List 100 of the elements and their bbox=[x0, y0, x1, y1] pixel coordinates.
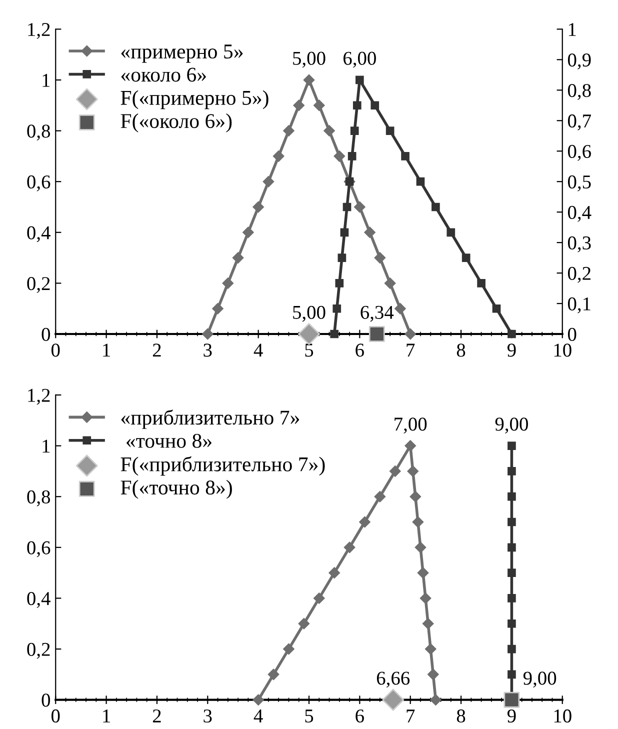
point bbox=[446, 228, 456, 237]
point bbox=[382, 688, 404, 711]
y-tick-label: 0 bbox=[42, 694, 50, 707]
y2-tick-label: 0,4 bbox=[568, 206, 592, 222]
x-tick-label: 6 bbox=[356, 709, 364, 723]
point bbox=[416, 177, 425, 186]
point bbox=[508, 670, 516, 679]
annotation: 6,00 bbox=[344, 52, 376, 68]
point bbox=[202, 328, 214, 340]
legend-label: «точно 8» bbox=[126, 434, 212, 448]
point bbox=[298, 618, 310, 630]
y-tick-label: 0,4 bbox=[27, 592, 50, 608]
x-tick-label: 7 bbox=[406, 710, 415, 722]
point bbox=[344, 542, 356, 554]
x-tick-label: 1 bbox=[103, 344, 110, 357]
y-tick-label: 0 bbox=[42, 328, 50, 341]
point bbox=[334, 150, 346, 162]
x-tick-label: 7 bbox=[406, 344, 415, 357]
annotation: 6,66 bbox=[376, 672, 410, 688]
point bbox=[332, 304, 342, 313]
x-tick-label: 9 bbox=[507, 709, 516, 723]
legend-label: F(«точно 8») bbox=[120, 480, 232, 499]
point bbox=[338, 254, 346, 262]
point bbox=[508, 518, 516, 526]
point bbox=[508, 594, 516, 602]
y-tick-label: 1 bbox=[42, 74, 50, 87]
x-tick-label: 8 bbox=[456, 344, 466, 357]
y-tick-label: 1,2 bbox=[28, 388, 50, 405]
y2-tick-label: 0,8 bbox=[568, 84, 591, 100]
annotation: 9,00 bbox=[523, 672, 556, 688]
point bbox=[401, 152, 410, 160]
point bbox=[508, 619, 516, 628]
point bbox=[283, 125, 294, 136]
x-tick-label: 10 bbox=[554, 709, 572, 723]
point bbox=[404, 440, 416, 452]
x-tick-label: 2 bbox=[152, 709, 161, 722]
point bbox=[422, 618, 434, 630]
point bbox=[283, 643, 294, 655]
x-tick-label: 10 bbox=[554, 344, 572, 357]
legend-label: F(«примерно 5») bbox=[120, 90, 268, 110]
x-tick-label: 6 bbox=[356, 344, 364, 357]
point bbox=[354, 201, 366, 213]
y2-tick-label: 0,2 bbox=[568, 266, 590, 283]
point bbox=[293, 100, 304, 111]
point bbox=[324, 125, 335, 136]
point bbox=[262, 176, 274, 188]
point bbox=[298, 323, 320, 346]
point bbox=[303, 74, 315, 86]
y-tick-label: 0,8 bbox=[27, 124, 50, 141]
point bbox=[432, 202, 440, 212]
point bbox=[348, 152, 356, 160]
point bbox=[342, 202, 352, 212]
x-tick-label: 4 bbox=[254, 710, 263, 722]
x-tick-label: 8 bbox=[456, 709, 466, 723]
point bbox=[328, 567, 340, 578]
point bbox=[462, 254, 470, 262]
point bbox=[252, 694, 264, 706]
point bbox=[508, 467, 516, 476]
point bbox=[508, 568, 516, 577]
legend-label: «приблизительно 7» bbox=[121, 410, 300, 429]
point bbox=[477, 279, 486, 288]
x-tick-label: 0 bbox=[52, 709, 60, 723]
y2-tick-label: 0 bbox=[568, 328, 576, 341]
y2-tick-label: 0,7 bbox=[568, 114, 591, 130]
x-tick-label: 3 bbox=[204, 709, 212, 723]
legend-label: F(«приблизительно 7») bbox=[120, 456, 325, 476]
point bbox=[314, 592, 325, 604]
point bbox=[232, 252, 244, 264]
y2-tick-label: 0,5 bbox=[568, 175, 591, 192]
y2-tick-label: 0,1 bbox=[568, 297, 590, 314]
y-tick-label: 1 bbox=[42, 440, 50, 453]
x-tick-label: 0 bbox=[52, 344, 60, 357]
annotation: 7,00 bbox=[394, 418, 427, 434]
legend-label: «примерно 5» bbox=[121, 44, 243, 63]
point bbox=[504, 692, 520, 708]
annotation: 5,00 bbox=[293, 52, 326, 68]
point bbox=[368, 326, 385, 342]
point bbox=[394, 303, 406, 314]
point bbox=[492, 304, 501, 313]
y-tick-label: 0,2 bbox=[27, 642, 50, 659]
point bbox=[350, 126, 359, 135]
point bbox=[390, 466, 401, 477]
point bbox=[252, 201, 264, 213]
y-tick-label: 1,2 bbox=[28, 23, 50, 39]
y2-tick-label: 1 bbox=[568, 23, 576, 36]
point bbox=[340, 228, 349, 237]
y2-tick-label: 0,3 bbox=[568, 236, 591, 252]
point bbox=[404, 328, 416, 340]
point bbox=[508, 442, 516, 450]
point bbox=[508, 543, 516, 552]
x-tick-label: 2 bbox=[152, 344, 161, 357]
x-tick-label: 9 bbox=[507, 344, 516, 357]
y-tick-label: 0,6 bbox=[27, 541, 50, 558]
point bbox=[428, 668, 439, 680]
y-tick-label: 0,4 bbox=[27, 226, 50, 242]
point bbox=[335, 279, 344, 288]
point bbox=[417, 567, 429, 578]
point bbox=[414, 542, 426, 554]
point bbox=[508, 330, 516, 338]
legend-label: F(«около 6») bbox=[120, 113, 232, 132]
